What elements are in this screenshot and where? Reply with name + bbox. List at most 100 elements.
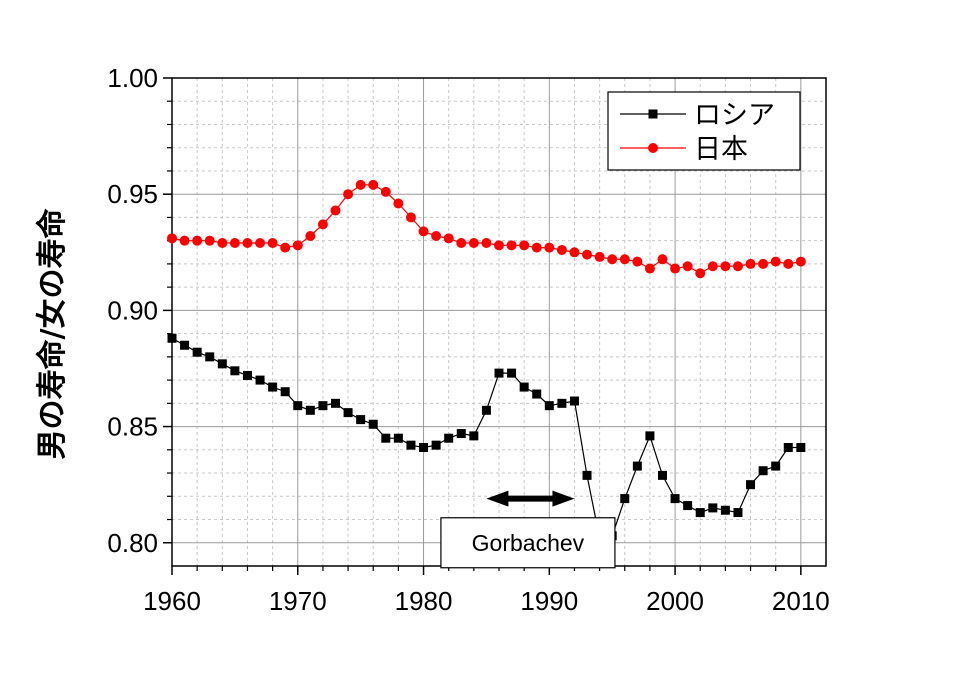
data-point <box>494 368 504 378</box>
data-point <box>519 382 529 392</box>
data-point <box>217 359 227 369</box>
y-axis-title: 男の寿命/女の寿命 <box>35 208 70 460</box>
data-point <box>305 231 316 242</box>
data-point <box>393 198 404 209</box>
data-point <box>745 258 756 269</box>
x-tick-label: 1960 <box>143 586 201 616</box>
data-point <box>544 401 554 411</box>
annotation-layer: Gorbachev <box>440 490 616 569</box>
series-layer <box>167 179 806 543</box>
data-point <box>644 263 655 274</box>
data-point <box>318 401 328 411</box>
data-point <box>456 429 466 439</box>
data-point <box>393 433 403 443</box>
data-point <box>645 431 655 441</box>
data-point <box>670 494 680 504</box>
data-point <box>607 254 618 265</box>
series-russia <box>167 333 806 543</box>
data-point <box>305 405 315 415</box>
y-tick-label: 0.85 <box>107 412 158 442</box>
data-point <box>544 242 555 253</box>
data-point <box>242 370 252 380</box>
data-point <box>230 366 240 376</box>
data-point <box>268 382 278 392</box>
data-point <box>431 231 442 242</box>
data-point <box>330 205 341 216</box>
data-point <box>355 179 366 190</box>
data-point <box>733 508 743 518</box>
series-japan <box>167 179 806 279</box>
x-tick-label: 2000 <box>646 586 704 616</box>
series-line <box>171 337 801 539</box>
data-point <box>569 396 579 406</box>
x-axis-tick-labels: 1960 1970 1980 1990 2000 2010 <box>143 586 830 616</box>
x-tick-label: 1990 <box>520 586 578 616</box>
data-point <box>192 235 203 246</box>
data-point <box>292 240 303 251</box>
data-point <box>507 368 517 378</box>
y-tick-label: 0.90 <box>107 295 158 325</box>
data-point <box>380 186 391 197</box>
data-point <box>229 237 240 248</box>
data-point <box>419 442 429 452</box>
data-point <box>670 263 681 274</box>
series-line <box>171 184 801 274</box>
legend-marker <box>648 143 658 153</box>
data-point <box>280 387 290 397</box>
data-point <box>532 389 542 399</box>
data-point <box>683 501 693 511</box>
data-point <box>594 251 605 262</box>
data-point <box>732 261 743 272</box>
data-point <box>418 226 429 237</box>
data-point <box>720 261 731 272</box>
data-point <box>368 419 378 429</box>
legend-item-russia: ロシア <box>620 100 775 131</box>
data-point <box>481 405 491 415</box>
legend-marker <box>648 109 658 119</box>
data-point <box>632 461 642 471</box>
data-point <box>582 249 593 260</box>
data-point <box>167 333 177 343</box>
data-point <box>179 235 190 246</box>
data-point <box>456 237 467 248</box>
data-point <box>444 433 454 443</box>
data-point <box>431 440 441 450</box>
data-point <box>632 256 643 267</box>
data-point <box>343 189 354 200</box>
gorbachev-label-box: Gorbachev <box>440 517 616 569</box>
data-point <box>746 480 756 490</box>
data-point <box>556 244 567 255</box>
x-tick-label: 1970 <box>269 586 327 616</box>
data-point <box>405 212 416 223</box>
data-point <box>658 470 667 480</box>
data-point <box>707 261 718 272</box>
data-point <box>620 494 630 504</box>
legend-label: ロシア <box>694 100 775 131</box>
legend-item-japan: 日本 <box>620 134 748 165</box>
data-point <box>242 237 253 248</box>
y-axis-tick-labels: 0.80 0.85 0.90 0.95 1.00 <box>107 63 158 558</box>
data-point <box>506 240 517 251</box>
data-point <box>557 398 567 408</box>
data-point <box>695 508 705 518</box>
data-point <box>205 352 215 362</box>
data-point <box>796 442 806 452</box>
data-point <box>167 233 177 244</box>
data-point <box>795 256 806 267</box>
data-point <box>708 503 718 513</box>
data-point <box>368 179 379 190</box>
y-tick-label: 1.00 <box>107 63 158 93</box>
data-point <box>317 219 328 230</box>
legend-box <box>607 91 801 171</box>
data-point <box>331 398 340 408</box>
data-point <box>343 408 353 418</box>
data-point <box>267 237 278 248</box>
data-point <box>783 442 793 452</box>
data-point <box>381 433 391 443</box>
data-point <box>468 237 479 248</box>
data-point <box>494 240 504 251</box>
data-point <box>356 415 366 425</box>
data-point <box>204 235 215 246</box>
